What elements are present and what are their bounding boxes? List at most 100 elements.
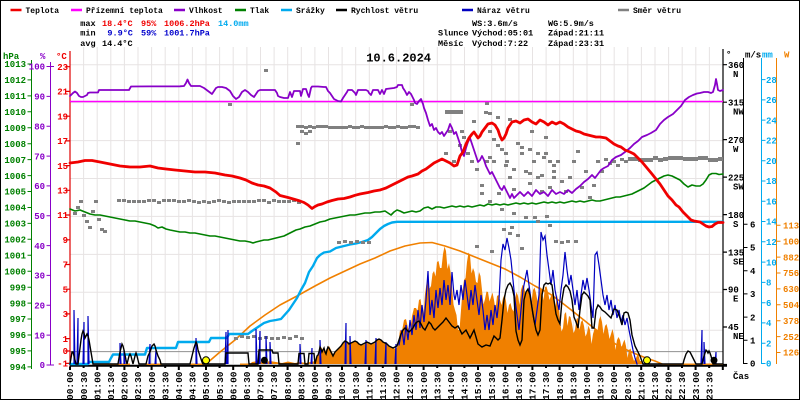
svg-text:14.0mm: 14.0mm xyxy=(218,19,249,29)
svg-text:1006: 1006 xyxy=(4,172,26,182)
svg-text:3: 3 xyxy=(750,290,755,300)
svg-text:08:00: 08:00 xyxy=(283,371,294,400)
svg-text:avg: avg xyxy=(80,39,95,49)
svg-text:20: 20 xyxy=(34,302,45,312)
svg-text:24: 24 xyxy=(766,116,777,126)
svg-text:7: 7 xyxy=(63,261,68,271)
svg-text:22:00: 22:00 xyxy=(664,371,675,400)
svg-text:14:00: 14:00 xyxy=(446,371,457,400)
svg-text:m/s: m/s xyxy=(745,51,761,61)
svg-text:NE: NE xyxy=(733,332,744,342)
svg-text:04:30: 04:30 xyxy=(188,371,199,400)
svg-text:15: 15 xyxy=(57,162,68,172)
svg-text:20: 20 xyxy=(766,157,777,167)
svg-text:1001: 1001 xyxy=(4,251,26,261)
svg-text:Západ:23:31: Západ:23:31 xyxy=(548,39,604,49)
svg-text:22: 22 xyxy=(766,137,777,147)
svg-text:70: 70 xyxy=(34,152,45,162)
svg-text:9: 9 xyxy=(63,236,68,246)
svg-text:135: 135 xyxy=(728,248,744,258)
svg-text:12: 12 xyxy=(766,238,777,248)
svg-text:1009: 1009 xyxy=(4,124,26,134)
svg-text:Západ:21:11: Západ:21:11 xyxy=(548,29,604,39)
svg-text:mm: mm xyxy=(762,51,773,61)
svg-text:6: 6 xyxy=(750,221,755,231)
svg-text:20:30: 20:30 xyxy=(623,371,634,400)
svg-text:30: 30 xyxy=(34,272,45,282)
svg-text:90: 90 xyxy=(728,286,739,296)
svg-text:126: 126 xyxy=(783,349,799,359)
svg-text:06:00: 06:00 xyxy=(228,371,239,400)
svg-text:09:30: 09:30 xyxy=(324,371,335,400)
svg-text:882: 882 xyxy=(783,253,799,263)
svg-text:50: 50 xyxy=(34,212,45,222)
svg-text:16:00: 16:00 xyxy=(500,371,511,400)
svg-text:6: 6 xyxy=(766,299,771,309)
svg-text:996: 996 xyxy=(10,331,26,341)
svg-text:10: 10 xyxy=(34,331,45,341)
svg-text:NW: NW xyxy=(733,107,744,117)
svg-text:S: S xyxy=(733,220,739,230)
svg-text:07:00: 07:00 xyxy=(256,371,267,400)
svg-text:18.4°C: 18.4°C xyxy=(102,19,133,29)
svg-text:5: 5 xyxy=(750,244,755,254)
svg-text:03:30: 03:30 xyxy=(160,371,171,400)
svg-text:09:00: 09:00 xyxy=(310,371,321,400)
svg-text:13:30: 13:30 xyxy=(432,371,443,400)
svg-text:Východ:05:01: Východ:05:01 xyxy=(472,29,533,39)
svg-text:WS:3.6m/s: WS:3.6m/s xyxy=(472,19,518,29)
svg-text:Směr větru: Směr větru xyxy=(633,7,681,16)
svg-text:18:00: 18:00 xyxy=(555,371,566,400)
svg-text:15:00: 15:00 xyxy=(473,371,484,400)
svg-text:28: 28 xyxy=(766,76,777,86)
svg-text:45: 45 xyxy=(728,323,739,333)
svg-text:min: min xyxy=(80,29,95,39)
svg-text:17:30: 17:30 xyxy=(541,371,552,400)
svg-text:4: 4 xyxy=(766,319,772,329)
svg-text:SE: SE xyxy=(733,257,744,267)
svg-text:504: 504 xyxy=(783,301,800,311)
svg-text:998: 998 xyxy=(10,299,26,309)
svg-text:5: 5 xyxy=(63,285,68,295)
svg-text:10:30: 10:30 xyxy=(351,371,362,400)
svg-text:max: max xyxy=(80,19,95,29)
svg-text:06:30: 06:30 xyxy=(242,371,253,400)
svg-text:1008: 1008 xyxy=(4,140,26,150)
svg-text:Slunce: Slunce xyxy=(438,29,469,39)
svg-text:17:00: 17:00 xyxy=(528,371,539,400)
svg-text:1134: 1134 xyxy=(783,221,800,231)
svg-text:1013: 1013 xyxy=(4,60,26,70)
svg-text:19:00: 19:00 xyxy=(582,371,593,400)
svg-text:2: 2 xyxy=(750,313,755,323)
svg-text:59%: 59% xyxy=(141,29,157,39)
svg-text:1000: 1000 xyxy=(4,267,26,277)
svg-text:19:30: 19:30 xyxy=(596,371,607,400)
svg-text:01:00: 01:00 xyxy=(92,371,103,400)
svg-text:hPa: hPa xyxy=(3,52,20,62)
svg-text:1012: 1012 xyxy=(4,76,26,86)
svg-text:23:00: 23:00 xyxy=(691,371,702,400)
svg-text:2: 2 xyxy=(766,339,771,349)
svg-text:1002: 1002 xyxy=(4,236,26,246)
svg-text:11:00: 11:00 xyxy=(364,371,375,400)
svg-text:12:30: 12:30 xyxy=(405,371,416,400)
svg-text:W: W xyxy=(733,145,739,155)
svg-text:994: 994 xyxy=(10,363,27,373)
svg-text:10.6.2024: 10.6.2024 xyxy=(366,52,431,66)
svg-text:E: E xyxy=(733,295,739,305)
svg-text:0: 0 xyxy=(40,361,45,371)
svg-text:22:30: 22:30 xyxy=(677,371,688,400)
svg-text:1003: 1003 xyxy=(4,220,26,230)
svg-text:12:00: 12:00 xyxy=(392,371,403,400)
svg-text:Tlak: Tlak xyxy=(250,7,269,16)
svg-text:252: 252 xyxy=(783,333,799,343)
svg-text:13:00: 13:00 xyxy=(419,371,430,400)
svg-text:SW: SW xyxy=(733,182,744,192)
svg-text:08:30: 08:30 xyxy=(296,371,307,400)
svg-text:N: N xyxy=(733,70,738,80)
svg-text:225: 225 xyxy=(728,173,744,183)
svg-text:4: 4 xyxy=(750,267,756,277)
svg-text:14:30: 14:30 xyxy=(460,371,471,400)
svg-text:10: 10 xyxy=(766,258,777,268)
svg-text:13: 13 xyxy=(57,187,68,197)
